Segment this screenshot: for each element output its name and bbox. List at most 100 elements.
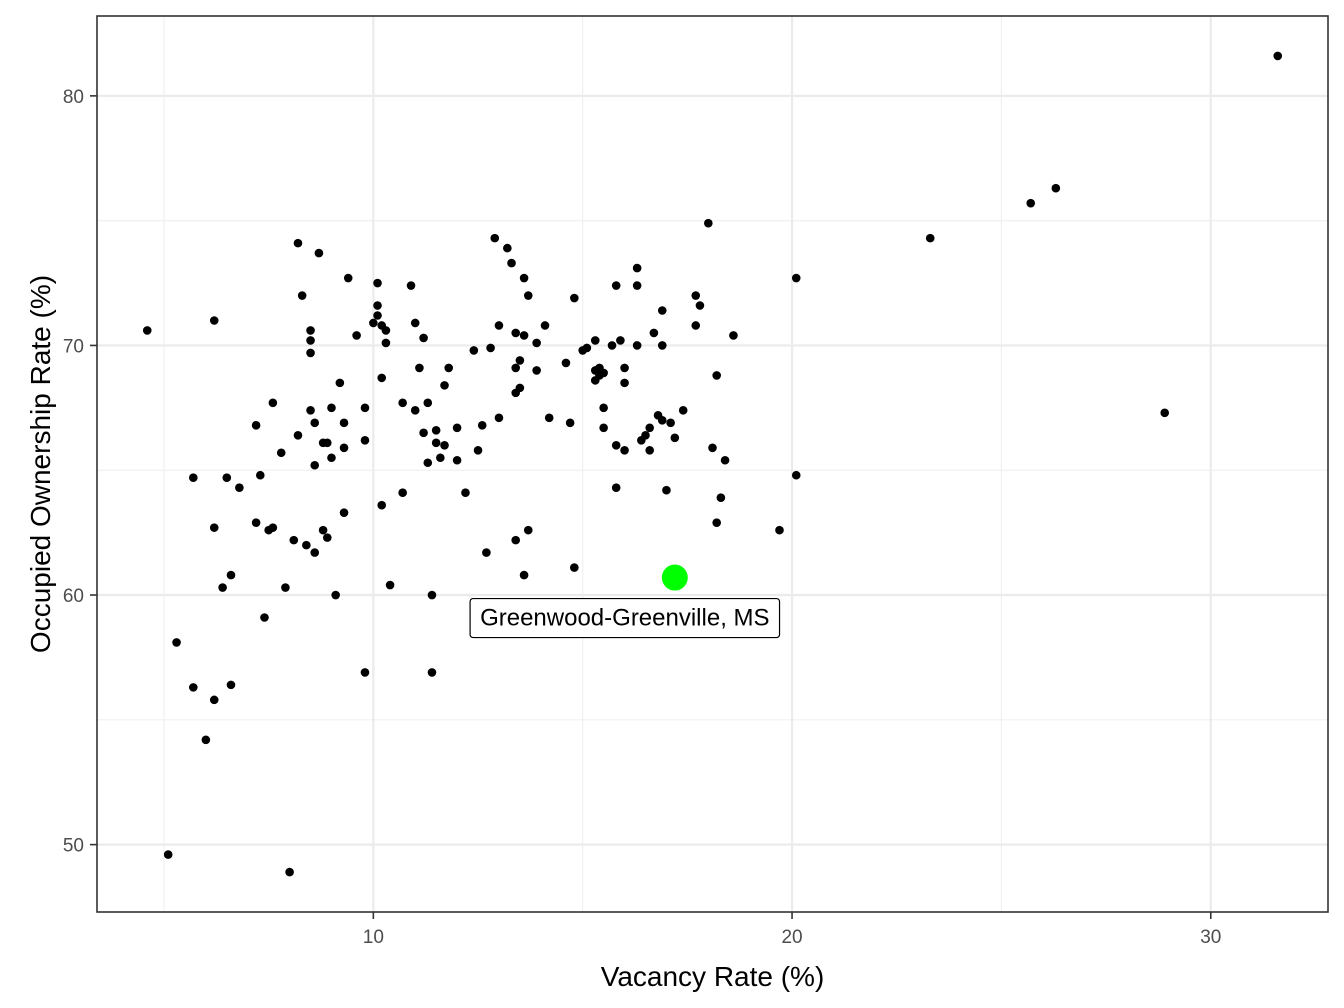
- data-point: [268, 523, 278, 532]
- data-point: [189, 473, 198, 483]
- data-point: [339, 443, 349, 453]
- data-point: [670, 433, 680, 443]
- data-point: [360, 668, 370, 677]
- data-point: [704, 218, 713, 228]
- data-point: [523, 525, 533, 535]
- data-point: [373, 278, 382, 288]
- data-point: [925, 233, 935, 243]
- data-point: [427, 590, 437, 600]
- data-point: [582, 343, 592, 353]
- highlight-layer: Greenwood-Greenville, MS: [469, 564, 781, 639]
- data-point: [532, 338, 541, 348]
- data-point: [544, 413, 554, 423]
- data-point: [281, 583, 290, 592]
- data-point: [494, 413, 504, 423]
- data-point: [306, 348, 315, 358]
- data-point: [410, 406, 420, 415]
- y-axis-ticks: 50 60 70 80: [63, 87, 97, 857]
- data-point: [381, 338, 391, 348]
- data-point: [142, 326, 152, 335]
- data-point: [318, 525, 328, 535]
- y-tick-label: 50: [63, 836, 84, 857]
- points-layer: [142, 51, 1283, 877]
- data-point: [599, 368, 608, 378]
- data-point: [431, 426, 441, 435]
- data-point: [645, 445, 654, 455]
- data-point: [657, 306, 667, 315]
- data-point: [611, 483, 621, 493]
- data-point: [163, 850, 173, 859]
- data-point: [322, 438, 332, 448]
- data-point: [632, 281, 642, 290]
- data-point: [519, 273, 529, 283]
- data-point: [260, 613, 269, 622]
- grid-minor: [97, 16, 1328, 912]
- data-point: [482, 548, 491, 557]
- data-point: [662, 485, 671, 495]
- data-point: [398, 398, 407, 408]
- data-point: [620, 445, 629, 455]
- data-point: [226, 570, 236, 580]
- y-tick-label: 70: [63, 336, 84, 357]
- data-point: [570, 563, 579, 572]
- x-tick-label: 20: [781, 927, 802, 948]
- data-point: [519, 331, 529, 340]
- data-point: [440, 440, 449, 450]
- data-point: [532, 366, 541, 375]
- data-point: [712, 518, 721, 527]
- data-point: [611, 440, 621, 450]
- data-point: [235, 483, 244, 493]
- data-point: [1273, 51, 1283, 61]
- data-point: [222, 473, 232, 483]
- data-point: [1160, 408, 1170, 418]
- data-point: [641, 430, 650, 440]
- y-tick-label: 60: [63, 586, 84, 607]
- data-point: [461, 488, 470, 498]
- data-point: [507, 258, 516, 268]
- data-point: [314, 248, 324, 258]
- data-point: [490, 233, 500, 243]
- data-point: [297, 291, 307, 300]
- data-point: [716, 493, 726, 502]
- x-tick-label: 10: [363, 927, 384, 948]
- data-point: [352, 331, 361, 340]
- data-point: [570, 293, 579, 303]
- data-point: [306, 326, 315, 335]
- data-point: [335, 378, 345, 388]
- data-point: [327, 403, 336, 413]
- data-point: [720, 455, 730, 465]
- data-point: [373, 301, 382, 310]
- data-point: [285, 867, 294, 877]
- data-point: [511, 328, 521, 338]
- data-point: [327, 453, 336, 463]
- data-point: [310, 460, 320, 470]
- data-point: [620, 378, 629, 388]
- data-point: [381, 326, 391, 335]
- data-point: [172, 638, 181, 647]
- panel-border: [96, 15, 1329, 913]
- data-point: [276, 448, 286, 458]
- data-point: [406, 281, 416, 290]
- highlight-label-box: [469, 597, 781, 639]
- data-point: [791, 470, 801, 480]
- data-point: [477, 421, 487, 430]
- data-point: [226, 680, 236, 690]
- data-point: [607, 341, 617, 350]
- data-point: [645, 423, 654, 433]
- data-point: [691, 321, 701, 330]
- data-point: [503, 243, 512, 253]
- data-point: [302, 540, 311, 550]
- data-point: [611, 281, 621, 290]
- data-point: [511, 535, 521, 545]
- data-point: [695, 301, 705, 310]
- data-point: [511, 363, 521, 373]
- data-point: [427, 668, 437, 677]
- highlight-point: [661, 564, 688, 591]
- data-point: [540, 321, 550, 330]
- data-point: [469, 346, 479, 355]
- data-point: [331, 590, 340, 600]
- y-axis-title: Occupied Ownership Rate (%): [25, 275, 56, 653]
- data-point: [268, 398, 278, 408]
